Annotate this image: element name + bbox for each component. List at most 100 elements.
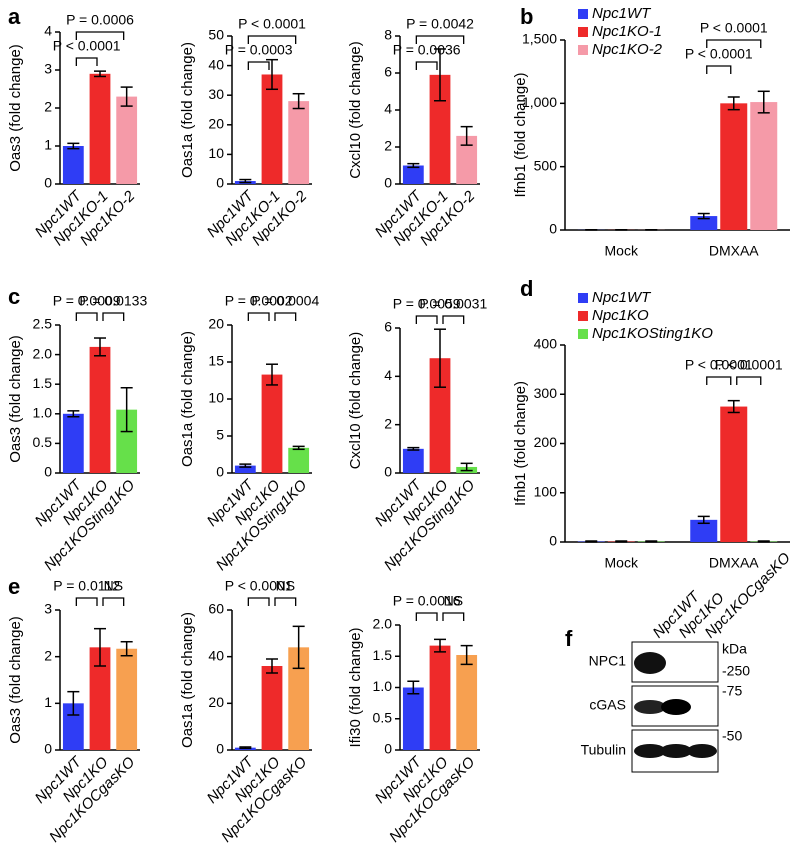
bar <box>690 519 718 542</box>
y-tick-label: 400 <box>534 336 558 352</box>
marker-label: -50 <box>722 728 742 744</box>
y-tick-label: 20 <box>208 694 224 710</box>
bar <box>288 447 310 473</box>
legend-label: Npc1WT <box>592 289 652 306</box>
bar <box>402 165 424 184</box>
y-tick-label: 4 <box>44 23 52 39</box>
y-axis-label: Ifnb1 (fold change) <box>512 72 529 197</box>
significance-label: P < 0.0001 <box>238 16 306 32</box>
bar <box>116 648 138 750</box>
panel-letter: a <box>8 4 21 29</box>
bar <box>456 655 478 750</box>
y-tick-label: 1.0 <box>373 678 393 694</box>
y-tick-label: 1 <box>44 694 52 710</box>
significance-bracket <box>247 597 270 606</box>
significance-bracket <box>274 312 297 321</box>
significance-bracket <box>706 39 762 48</box>
significance-label: P < 0.0001 <box>715 357 783 373</box>
significance-label: NS <box>104 578 123 594</box>
y-axis-label: Oas1a (fold change) <box>179 42 196 178</box>
y-tick-label: 2 <box>384 138 392 154</box>
significance-label: P = 0.0004 <box>251 293 319 309</box>
y-tick-label: 20 <box>208 316 224 332</box>
band <box>634 700 666 714</box>
significance-label: P < 0.0001 <box>685 357 753 373</box>
y-tick-label: 0 <box>44 175 52 191</box>
significance-bracket <box>75 312 98 321</box>
y-tick-label: 1,000 <box>522 94 557 110</box>
significance-label: NS <box>444 593 463 609</box>
significance-label: P = 0.0112 <box>53 578 120 594</box>
y-tick-label: 30 <box>208 86 224 102</box>
significance-bracket <box>75 31 125 40</box>
y-tick-label: 500 <box>534 157 558 173</box>
significance-bracket <box>415 61 438 70</box>
x-tick-label: DMXAA <box>709 243 759 259</box>
bar <box>402 448 424 473</box>
y-tick-label: 0 <box>549 221 557 237</box>
bar <box>62 146 84 184</box>
significance-bracket <box>415 35 465 44</box>
y-tick-label: 2.5 <box>33 316 53 332</box>
significance-label: P = 0.0002 <box>225 293 293 309</box>
bar <box>89 73 111 184</box>
y-tick-label: 0 <box>216 741 224 757</box>
y-tick-label: 200 <box>534 434 558 450</box>
significance-bracket <box>247 312 270 321</box>
row-label: Tubulin <box>581 742 626 758</box>
significance-bracket <box>415 612 438 621</box>
y-axis-label: Ifnb1 (fold change) <box>512 381 529 506</box>
panel-letter: e <box>8 574 20 599</box>
significance-label: P < 0.0001 <box>225 578 293 594</box>
y-tick-label: 3 <box>44 601 52 617</box>
y-tick-label: 0 <box>384 464 392 480</box>
significance-bracket <box>75 597 98 606</box>
y-axis-label: Oas1a (fold change) <box>179 612 196 748</box>
y-tick-label: 4 <box>384 101 392 117</box>
band <box>687 744 717 758</box>
band <box>661 699 691 715</box>
panel-letter: c <box>8 284 20 309</box>
x-tick-label: Mock <box>605 555 639 571</box>
bar <box>456 135 478 184</box>
unit-label: kDa <box>722 641 747 657</box>
bar <box>288 647 310 750</box>
y-tick-label: 3 <box>44 61 52 77</box>
y-tick-label: 0 <box>549 533 557 549</box>
y-tick-label: 4 <box>384 367 392 383</box>
legend-swatch <box>578 9 588 19</box>
y-tick-label: 6 <box>384 64 392 80</box>
significance-bracket <box>102 597 125 606</box>
legend-swatch <box>578 293 588 303</box>
legend-swatch <box>578 45 588 55</box>
y-tick-label: 8 <box>384 27 392 43</box>
significance-label: P < 0.0001 <box>700 20 768 36</box>
y-tick-label: 0 <box>216 175 224 191</box>
significance-bracket <box>442 612 465 621</box>
legend-swatch <box>578 27 588 37</box>
significance-label: P < 0.0001 <box>685 46 753 62</box>
y-tick-label: 1.0 <box>33 405 53 421</box>
significance-bracket <box>415 315 438 324</box>
y-tick-label: 0 <box>384 175 392 191</box>
y-tick-label: 0.5 <box>33 434 53 450</box>
bar <box>261 74 283 184</box>
y-tick-label: 100 <box>534 483 558 499</box>
y-tick-label: 5 <box>216 427 224 443</box>
bar <box>89 346 111 473</box>
y-axis-label: Oas3 (fold change) <box>7 616 24 744</box>
significance-label: NS <box>276 578 295 594</box>
y-tick-label: 2.0 <box>373 616 393 632</box>
significance-label: P = 0.0016 <box>393 593 461 609</box>
bar <box>720 103 748 230</box>
marker-label: -250 <box>722 663 750 679</box>
western-blot <box>631 641 719 773</box>
bar <box>62 413 84 473</box>
y-tick-label: 1.5 <box>33 375 53 391</box>
row-label: NPC1 <box>589 653 627 669</box>
marker-label: -75 <box>722 683 742 699</box>
significance-label: P = 0.0059 <box>393 296 461 312</box>
y-tick-label: 1,500 <box>522 31 557 47</box>
y-tick-label: 60 <box>208 601 224 617</box>
